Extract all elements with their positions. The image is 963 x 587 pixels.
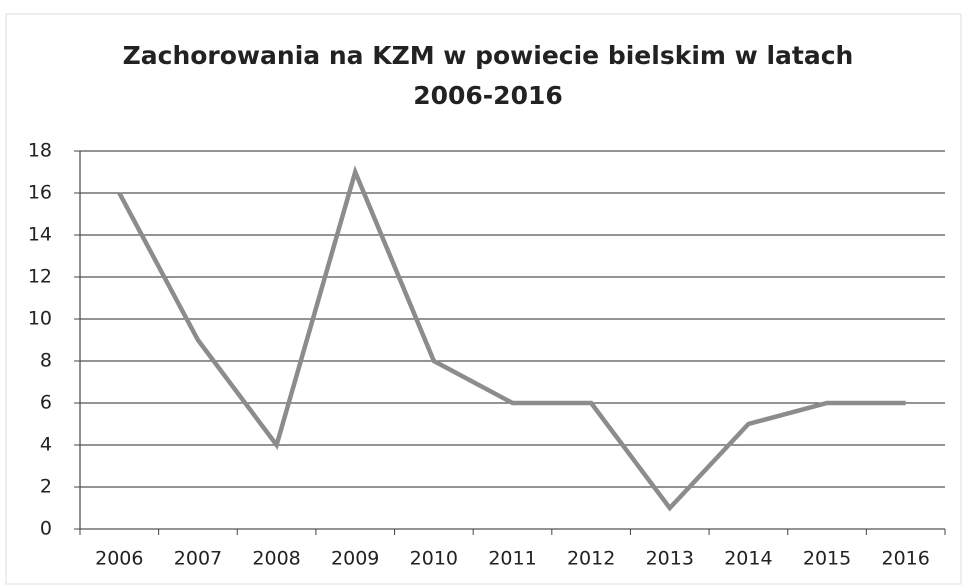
x-tick-label: 2012 [567, 548, 615, 570]
x-tick-label: 2013 [646, 548, 694, 570]
chart-title: 2006-2016 [413, 81, 563, 110]
y-tick-label: 0 [40, 518, 52, 540]
chart-title: Zachorowania na KZM w powiecie bielskim … [123, 41, 854, 70]
x-tick-label: 2016 [882, 548, 930, 570]
y-tick-label: 18 [28, 140, 52, 162]
x-tick-label: 2010 [410, 548, 458, 570]
data-line [117, 165, 906, 512]
x-tick-label: 2009 [331, 548, 379, 570]
chart-frame [5, 13, 962, 585]
x-tick-label: 2008 [252, 548, 300, 570]
y-tick-label: 4 [40, 434, 52, 456]
x-tick-label: 2006 [95, 548, 143, 570]
y-tick-label: 14 [28, 224, 52, 246]
y-tick-label: 2 [40, 476, 52, 498]
y-tick-label: 10 [28, 308, 52, 330]
y-tick-label: 8 [40, 350, 52, 372]
x-tick-label: 2014 [724, 548, 772, 570]
x-tick-label: 2015 [803, 548, 851, 570]
y-tick-label: 12 [28, 266, 52, 288]
x-tick-label: 2011 [488, 548, 536, 570]
y-tick-label: 6 [40, 392, 52, 414]
y-tick-label: 16 [28, 182, 52, 204]
x-tick-label: 2007 [174, 548, 222, 570]
